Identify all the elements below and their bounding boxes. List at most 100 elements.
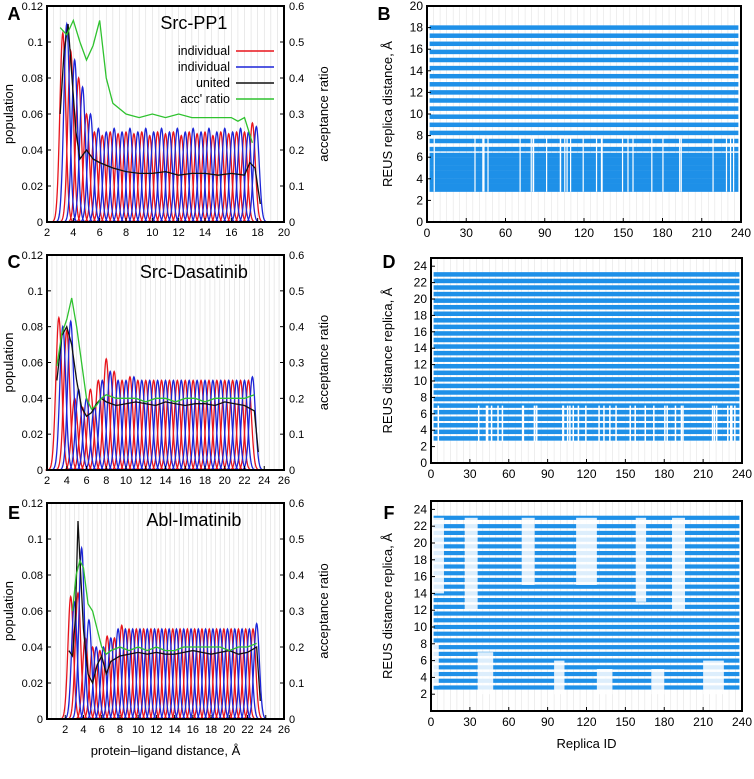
y-tick-label: 16 (414, 570, 428, 584)
replica-row (429, 49, 739, 55)
x-tick-label: 8 (103, 475, 109, 487)
y-tick-label: 2 (420, 440, 427, 454)
series-1-peak (195, 127, 223, 223)
series-1-peak (156, 627, 182, 720)
replica-row (429, 98, 739, 103)
replica-row (433, 278, 740, 284)
series-0-peak (233, 627, 259, 720)
sampling-gap (564, 135, 566, 192)
series-0-peak (219, 379, 246, 471)
replica-row (429, 170, 739, 175)
sampling-gap (582, 135, 584, 192)
series-1-peak (113, 627, 138, 720)
x-tick-label: 20 (223, 724, 235, 736)
series-3-line (71, 558, 257, 656)
y-tick-label: 22 (414, 276, 428, 290)
x-tick-label: 0 (428, 467, 435, 481)
x-tick-label: 20 (278, 227, 290, 239)
replica-row (433, 618, 740, 623)
series-1-peak (144, 379, 171, 471)
y-tick-label: 12 (414, 358, 428, 372)
y-tick-label: 14 (410, 64, 424, 78)
y-tick-label: 0.04 (22, 145, 43, 157)
y-axis-label: population (1, 581, 16, 641)
sampling-gap (664, 405, 666, 442)
sampling-gap (666, 405, 668, 442)
sampling-gap (577, 405, 580, 442)
y-tick-label: 0.06 (22, 606, 43, 618)
panel-D: 0 30 60 90 120 150 180 210 240024681012141618202… (380, 257, 752, 481)
y2-axis-label: acceptance ratio (316, 315, 331, 410)
sampling-gap (634, 405, 636, 442)
y2-tick-label: 0.1 (289, 678, 304, 690)
replica-row (433, 383, 740, 389)
y-tick-label: 16 (410, 42, 424, 56)
sampling-gap (729, 135, 732, 192)
plot-title: Abl-Imatinib (146, 510, 241, 530)
series-1-peak (215, 627, 240, 720)
series-1-peak (57, 319, 85, 471)
series-1-peak (96, 370, 124, 471)
y-tick-label: 18 (414, 553, 428, 567)
sampling-gap (715, 405, 718, 442)
y-tick-label: 0.08 (22, 73, 43, 85)
sampling-gap (621, 135, 624, 192)
y2-tick-label: 0 (289, 217, 295, 229)
series-0-peak (108, 379, 136, 471)
series-1-peak (108, 130, 136, 223)
series-1-peak (142, 627, 167, 720)
series-0-peak (85, 379, 112, 471)
replica-row (433, 671, 740, 677)
x-tick-label: 14 (199, 227, 211, 239)
series-1-peak (124, 130, 151, 223)
sampling-gap (554, 660, 565, 695)
replica-row (433, 665, 740, 670)
x-tick-label: 12 (173, 227, 185, 239)
sampling-gap (674, 405, 677, 442)
y2-tick-label: 0 (289, 714, 295, 726)
x-tick-label: 14 (159, 475, 171, 487)
y-tick-label: 0 (416, 215, 423, 229)
x-tick-label: 18 (199, 475, 211, 487)
x-tick-label: 18 (252, 227, 264, 239)
y2-tick-label: 0.1 (289, 181, 304, 193)
panel-label: E (8, 503, 20, 523)
y2-tick-label: 0.3 (289, 606, 304, 618)
sampling-gap (431, 517, 444, 594)
series-0-peak (240, 627, 266, 720)
replica-row (433, 598, 740, 603)
legend-label: acc' ratio (180, 92, 230, 106)
x-tick-label: 240 (731, 226, 751, 240)
series-0-peak (58, 594, 84, 720)
series-0-peak (97, 130, 124, 223)
series-0-peak (124, 379, 152, 471)
series-1-peak (231, 379, 258, 471)
panel-label: B (378, 4, 391, 24)
series-1-peak (227, 127, 254, 223)
series-0-peak (191, 130, 219, 223)
x-tick-label: 10 (146, 227, 158, 239)
series-0-peak (176, 130, 203, 223)
y-tick-label: 6 (420, 654, 427, 668)
y-axis-label: REUS distance replica, Å (380, 287, 395, 433)
series-1-peak (132, 127, 159, 223)
y2-tick-label: 0.4 (289, 570, 304, 582)
replica-row (429, 33, 739, 38)
y-tick-label: 10 (414, 620, 428, 634)
x-tick-label: 30 (460, 226, 474, 240)
series-1-peak (120, 375, 148, 471)
replica-row (433, 344, 740, 349)
replica-row (433, 291, 740, 297)
y2-axis-label: acceptance ratio (316, 66, 331, 161)
replica-row (429, 187, 739, 192)
replica-row (433, 624, 740, 630)
series-1-peak (160, 379, 187, 471)
y-axis-label: population (1, 333, 16, 393)
x-tick-label: 8 (117, 724, 123, 736)
sampling-gap (532, 135, 535, 192)
x-tick-label: 4 (80, 724, 86, 736)
sampling-gap (437, 405, 440, 442)
series-1-peak (215, 379, 243, 471)
sampling-gap (477, 405, 480, 442)
sampling-gap (712, 135, 714, 192)
